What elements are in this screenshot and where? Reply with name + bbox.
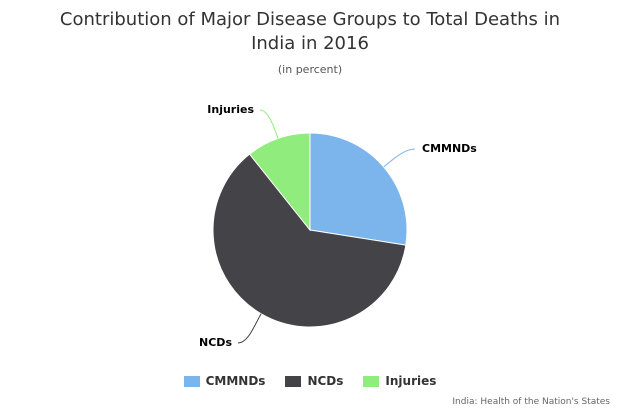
slice-label-injuries: Injuries (207, 103, 254, 116)
legend-label-cmmnds: CMMNDs (205, 374, 266, 388)
slice-label-ncds: NCDs (199, 336, 232, 349)
legend-item-injuries[interactable]: Injuries (363, 374, 436, 388)
connector-injuries (259, 109, 279, 139)
connector-ncds (237, 313, 262, 344)
pie-slice-ncds[interactable] (212, 153, 407, 328)
legend-swatch-ncds (285, 375, 302, 387)
chart-subtitle: (in percent) (277, 63, 343, 76)
legend-label-ncds: NCDs (307, 374, 344, 388)
slice-label-cmmnds: CMMNDs (422, 142, 477, 155)
chart-credit: India: Health of the Nation's States (452, 397, 610, 407)
slice-connectors (237, 109, 416, 344)
pie-slice-cmmnds[interactable] (309, 132, 408, 246)
legend-swatch-cmmnds (183, 375, 200, 387)
legend-label-injuries: Injuries (385, 374, 437, 388)
pie-slice-injuries[interactable] (248, 132, 311, 232)
legend-item-ncds[interactable]: NCDs (285, 374, 343, 388)
chart-legend: CMMNDs NCDs Injuries (0, 374, 620, 388)
connector-cmmnds (383, 148, 416, 168)
pie-slices (212, 132, 408, 328)
slice-labels: CMMNDs NCDs Injuries (199, 103, 477, 349)
legend-item-cmmnds[interactable]: CMMNDs (183, 374, 266, 388)
legend-swatch-injuries (363, 375, 380, 387)
chart-title: Contribution of Major Disease Groups to … (59, 9, 561, 54)
